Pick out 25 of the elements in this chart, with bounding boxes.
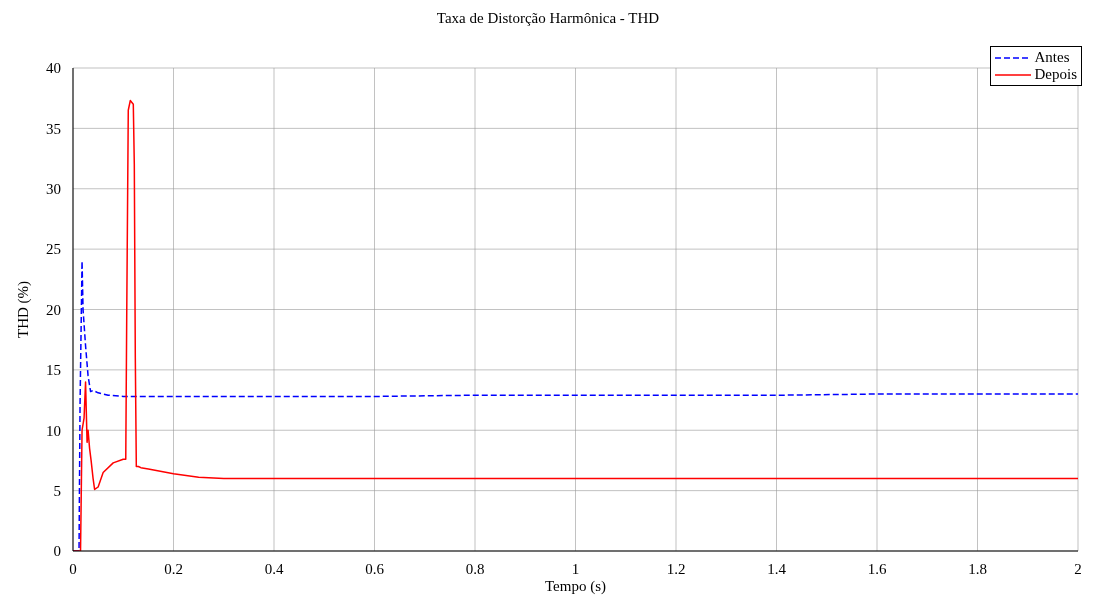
y-tick-label: 10 bbox=[46, 422, 61, 439]
x-tick-label: 1 bbox=[571, 560, 580, 577]
y-tick-label: 5 bbox=[53, 482, 61, 499]
y-tick-label: 35 bbox=[46, 120, 61, 137]
x-tick-label: 0.2 bbox=[164, 560, 183, 577]
y-tick-label: 20 bbox=[46, 301, 61, 318]
y-tick-label: 0 bbox=[53, 543, 61, 560]
y-tick-label: 30 bbox=[46, 181, 61, 198]
x-tick-label: 0.6 bbox=[365, 560, 385, 577]
x-axis-title: Tempo (s) bbox=[544, 578, 607, 595]
x-tick-label: 0.8 bbox=[465, 560, 485, 577]
legend-label: Depois bbox=[1034, 66, 1077, 83]
x-tick-label: 1.6 bbox=[867, 560, 887, 577]
x-tick-label: 0.4 bbox=[264, 560, 284, 577]
x-tick-label: 1.8 bbox=[968, 560, 987, 577]
chart-title: Taxa de Distorção Harmônica - THD bbox=[435, 10, 661, 27]
y-tick-label: 40 bbox=[46, 60, 61, 77]
x-tick-label: 2 bbox=[1074, 560, 1082, 577]
y-tick-label: 25 bbox=[46, 241, 61, 258]
y-tick-label: 15 bbox=[46, 362, 61, 379]
y-axis-title: THD (%) bbox=[15, 280, 33, 339]
x-tick-label: 0 bbox=[69, 560, 77, 577]
x-tick-label: 1.4 bbox=[767, 560, 787, 577]
x-tick-label: 1.2 bbox=[666, 560, 686, 577]
legend-label: Antes bbox=[1034, 49, 1070, 66]
